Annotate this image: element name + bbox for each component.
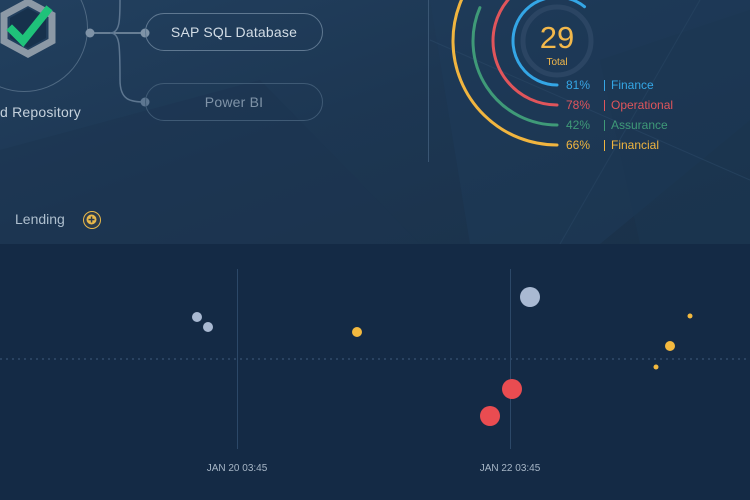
total-label: Total	[546, 57, 568, 68]
gauge-track	[520, 4, 594, 78]
gauge-arc-assurance	[471, 6, 559, 127]
connector-lines	[85, 0, 150, 107]
legend-percent: 81%	[566, 78, 591, 92]
legend-operational: 78% Operational	[566, 97, 673, 113]
legend-separator	[604, 99, 605, 111]
top-panel: d Repository SAP SQL Database Power BI L…	[0, 0, 750, 244]
legend-label: Financial	[611, 138, 660, 152]
lending-label: Lending	[15, 211, 65, 227]
timeline-tick-label: JAN 22 03:45	[479, 463, 541, 474]
background-facets	[0, 0, 750, 244]
legend-finance: 81% Finance	[566, 77, 654, 93]
legend-separator	[604, 119, 605, 131]
gauge-arc-financial	[451, 0, 559, 147]
legend-separator	[604, 139, 605, 151]
timeline-event-dot[interactable]	[502, 379, 522, 399]
repository-label: d Repository	[0, 104, 81, 120]
radial-gauge	[451, 0, 594, 147]
total-count: 29	[539, 20, 575, 55]
panel-divider	[428, 0, 429, 162]
gauge-arc-operational	[491, 0, 559, 107]
legend-assurance: 42% Assurance	[566, 117, 668, 133]
legend-percent: 78%	[566, 98, 591, 112]
gauge-arc-finance	[511, 0, 587, 87]
legend-financial: 66% Financial	[566, 137, 659, 153]
legend-label: Finance	[611, 78, 654, 92]
legend-label: Operational	[611, 98, 674, 112]
timeline-event-dot[interactable]	[653, 364, 659, 370]
timeline-event-dot[interactable]	[203, 322, 213, 332]
timeline-tick-label: JAN 20 03:45	[206, 463, 268, 474]
legend-percent: 66%	[566, 138, 591, 152]
data-source-power-bi[interactable]: Power BI	[145, 83, 323, 121]
check-shield-icon	[0, 0, 56, 58]
timeline-event-dot[interactable]	[687, 313, 693, 319]
timeline-event-dot[interactable]	[665, 341, 675, 351]
legend-separator	[604, 79, 605, 91]
add-lending-button[interactable]	[83, 211, 101, 229]
legend-percent: 42%	[566, 118, 591, 132]
event-timeline	[0, 269, 750, 449]
timeline-event-dot[interactable]	[480, 406, 500, 426]
data-source-sap-sql[interactable]: SAP SQL Database	[145, 13, 323, 51]
timeline-event-dot[interactable]	[352, 327, 362, 337]
timeline-panel: JAN 20 03:45 JAN 22 03:45	[0, 244, 750, 500]
timeline-event-dot[interactable]	[192, 312, 202, 322]
legend-label: Assurance	[611, 118, 668, 132]
timeline-event-dot[interactable]	[520, 287, 540, 307]
plus-circle-icon	[86, 214, 97, 225]
